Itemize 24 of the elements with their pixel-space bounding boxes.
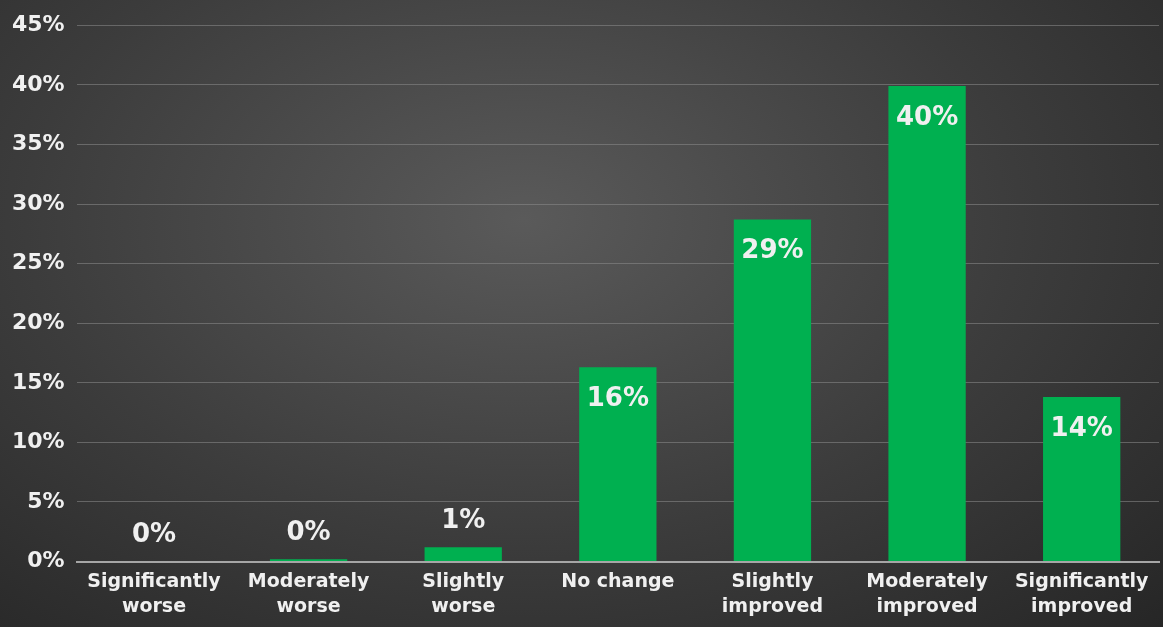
y-tick-label: 40%	[11, 70, 65, 96]
y-tick-label: 0%	[27, 547, 65, 573]
data-label: 0%	[286, 515, 331, 546]
x-tick-label: Slightly worse	[422, 568, 505, 616]
x-tick-label: Significantly worse	[87, 568, 222, 616]
data-label: 16%	[586, 382, 649, 413]
y-tick-label: 45%	[11, 10, 65, 36]
x-tick-label: No change	[561, 568, 675, 591]
x-tick-label: Moderately improved	[866, 568, 989, 616]
y-tick-label: 5%	[27, 487, 65, 513]
data-label: 14%	[1050, 411, 1113, 442]
data-label: 40%	[895, 100, 959, 131]
x-tick-label: Significantly improved	[1014, 568, 1150, 616]
x-tick-label: Moderately worse	[247, 568, 370, 616]
data-label: 0%	[131, 518, 177, 549]
x-tick-label: Slightly improved	[721, 568, 824, 616]
y-tick-label: 30%	[11, 189, 65, 215]
y-tick-label: 20%	[11, 308, 65, 334]
y-tick-label: 10%	[11, 428, 65, 454]
data-label: 29%	[741, 234, 804, 265]
data-label: 1%	[441, 504, 486, 535]
y-tick-label: 35%	[11, 130, 65, 156]
y-tick-label: 25%	[11, 249, 65, 275]
y-tick-label: 15%	[11, 368, 65, 394]
